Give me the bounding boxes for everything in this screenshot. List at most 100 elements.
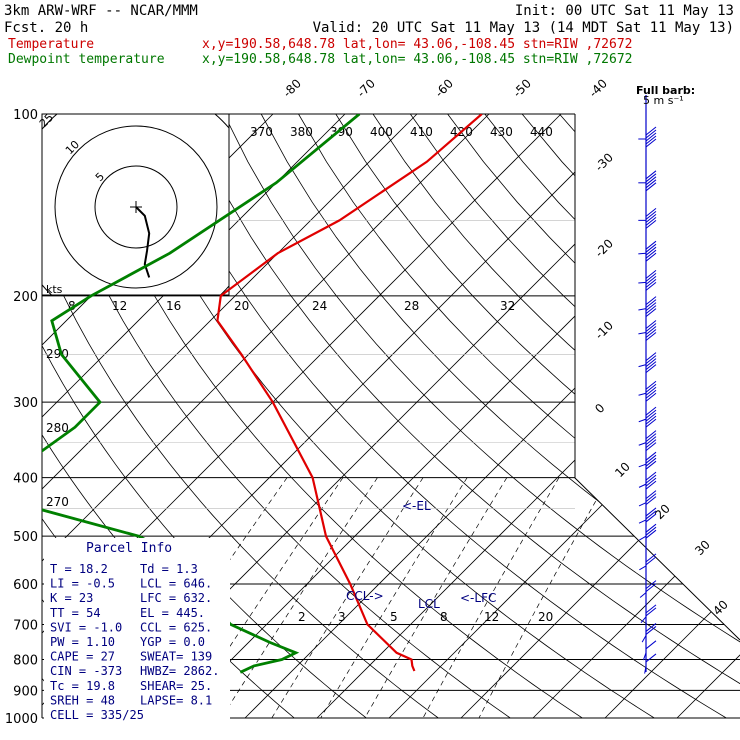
wind-barb-flag xyxy=(645,496,657,506)
wind-barb-flag xyxy=(645,243,657,253)
parcel-info-left: SVI = -1.0 xyxy=(50,620,122,634)
wind-barb-shaft xyxy=(639,592,647,598)
pressure-tick-label: 300 xyxy=(13,396,38,411)
dry-adiabat-line xyxy=(596,114,740,718)
wind-barb-flag xyxy=(645,352,657,362)
wind-barb-shaft xyxy=(638,502,647,507)
mixing-ratio-label: 32 xyxy=(500,299,515,313)
wind-barbs xyxy=(638,126,657,674)
parcel-info-right: LAPSE= 8.1 xyxy=(140,693,212,707)
mixing-ratio-label: 3 xyxy=(338,610,346,624)
wind-barb-flag xyxy=(645,138,657,148)
pressure-tick-label: 800 xyxy=(13,653,38,668)
wind-barb-flag xyxy=(645,302,657,312)
mixing-ratio-label: 8 xyxy=(440,610,448,624)
wind-barb-shaft xyxy=(639,535,647,541)
pressure-tick-label: 100 xyxy=(13,108,38,123)
wind-barb-shaft xyxy=(638,483,647,488)
wind-barb-shaft xyxy=(638,308,647,311)
parcel-info-right: Td = 1.3 xyxy=(140,562,198,576)
isotherm-line xyxy=(42,114,490,718)
temperature-tick-label: -10 xyxy=(592,318,616,342)
wind-barb-flag xyxy=(645,623,657,632)
theta-label: 280 xyxy=(46,421,69,435)
wind-barb-shaft xyxy=(638,364,647,368)
wind-barb-flag xyxy=(645,493,657,503)
wind-barb-flag xyxy=(645,477,657,487)
dry-adiabat-line xyxy=(335,114,740,718)
wind-barb-flag xyxy=(645,418,657,428)
wind-barb-flag xyxy=(645,332,657,341)
wind-barb-flag xyxy=(645,526,657,536)
wind-barb-flag xyxy=(645,129,657,139)
wind-barb-flag xyxy=(645,439,657,449)
lfc-annotation: <-LFC xyxy=(460,591,496,605)
dry-adiabat-line xyxy=(521,114,740,718)
mixing-ratio-label: 2 xyxy=(298,610,306,624)
wind-barb-flag xyxy=(645,460,657,470)
temperature-tick-label: -30 xyxy=(592,150,616,174)
wind-barb-flag xyxy=(645,179,657,189)
mixing-ratio-label: 20 xyxy=(538,610,553,624)
dewpoint-legend: Dewpoint temperature xyxy=(8,52,165,67)
isotherm-line xyxy=(316,114,740,718)
mixing-ratio-label: 5 xyxy=(390,610,398,624)
wind-barb-flag xyxy=(645,246,657,256)
wind-barb-shaft xyxy=(638,519,647,524)
wind-barb-flag xyxy=(645,580,657,589)
valid-time: Valid: 20 UTC Sat 11 May 13 (14 MDT Sat … xyxy=(313,20,734,36)
wind-barb-flag xyxy=(645,451,657,461)
wind-barb-flag xyxy=(645,490,657,500)
ccl-annotation: CCL-> xyxy=(346,589,384,603)
wind-barb-shaft xyxy=(639,565,647,571)
dewpoint-location: x,y=190.58,648.78 lat,lon= 43.06,-108.45… xyxy=(202,52,632,67)
parcel-info-left: CELL = 335/25 xyxy=(50,708,144,722)
el-annotation: <-EL xyxy=(402,499,431,513)
wind-barb-shaft xyxy=(638,281,647,284)
pressure-tick-label: 900 xyxy=(13,684,38,699)
wind-barb-flag xyxy=(645,305,657,315)
wind-barb-flag xyxy=(645,436,657,446)
parcel-info-right: LCL = 646. xyxy=(140,577,212,591)
barb-legend-value: 5 m s⁻¹ xyxy=(643,94,684,107)
wind-barb-flag xyxy=(645,529,657,539)
pressure-tick-label: 500 xyxy=(13,530,38,545)
theta-label: 410 xyxy=(410,125,433,139)
theta-label: 400 xyxy=(370,125,393,139)
wind-barb-flag xyxy=(645,329,657,338)
isotherm-line xyxy=(460,114,740,718)
temperature-tick-label: -70 xyxy=(354,76,378,100)
parcel-info-left: TT = 54 xyxy=(50,606,101,620)
wind-barb-flag xyxy=(645,626,657,635)
plot-right-border xyxy=(574,114,740,641)
dry-adiabat-line xyxy=(186,114,740,718)
wind-barb-flag xyxy=(645,320,657,329)
dry-adiabat-line xyxy=(484,114,740,718)
wind-barb-flag xyxy=(645,406,657,416)
temperature-legend: Temperature xyxy=(8,37,94,52)
dewpoint-trace xyxy=(42,114,361,674)
wind-barb-flag xyxy=(645,132,657,142)
temperature-tick-label: -20 xyxy=(592,236,616,260)
parcel-info-left: PW = 1.10 xyxy=(50,635,115,649)
wind-barb-flag xyxy=(645,135,657,145)
wind-barb-flag xyxy=(645,364,657,374)
parcel-info-left: K = 23 xyxy=(50,591,93,605)
temperature-tick-label: -50 xyxy=(510,76,534,100)
theta-label: 370 xyxy=(250,125,273,139)
mixing-ratio-line xyxy=(320,477,468,718)
temperature-tick-label: 40 xyxy=(710,597,731,618)
parcel-info-left: SREH = 48 xyxy=(50,693,115,707)
dry-adiabat-line xyxy=(260,114,740,718)
wind-barb-shaft xyxy=(641,635,647,643)
wind-barb-flag xyxy=(645,415,657,425)
parcel-info-left: Tc = 19.8 xyxy=(50,679,115,693)
model-title: 3km ARW-WRF -- NCAR/MMM xyxy=(4,3,198,19)
mixing-ratio-label: 12 xyxy=(112,299,127,313)
mixing-ratio-label: 20 xyxy=(234,299,249,313)
theta-label: 440 xyxy=(530,125,553,139)
wind-barb-flag xyxy=(645,640,657,650)
hodograph-ring-middle xyxy=(54,125,218,289)
parcel-info-right: EL = 445. xyxy=(140,606,205,620)
